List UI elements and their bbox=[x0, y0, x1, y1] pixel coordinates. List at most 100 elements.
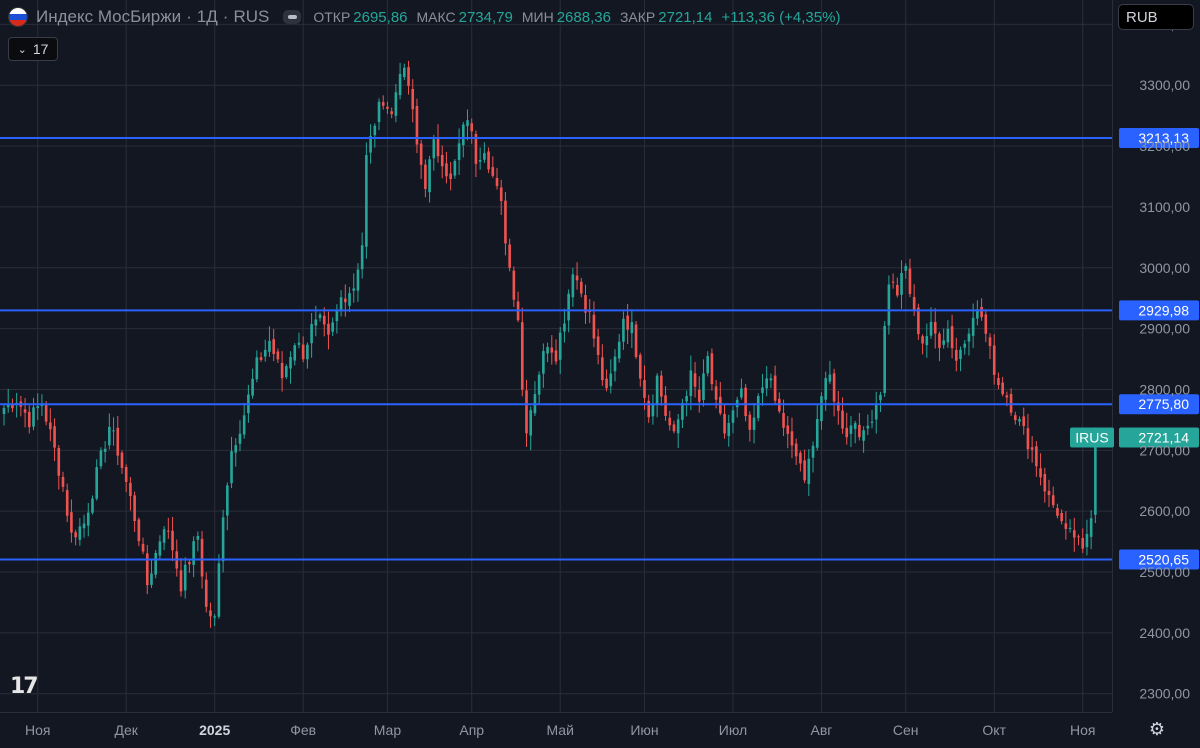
candle-body bbox=[950, 326, 954, 349]
candle-body bbox=[327, 323, 330, 335]
candle-body bbox=[626, 315, 629, 330]
y-tick-label: 2400,00 bbox=[1139, 625, 1190, 641]
interval-label[interactable]: 1Д bbox=[196, 7, 218, 26]
candle bbox=[440, 145, 444, 179]
candle bbox=[1030, 436, 1034, 463]
candle-body bbox=[188, 562, 191, 565]
candle bbox=[828, 360, 832, 385]
candle-body bbox=[453, 160, 457, 176]
candle bbox=[49, 408, 52, 442]
indicators-toggle-button[interactable]: ⌄ 17 bbox=[8, 37, 58, 61]
candle bbox=[896, 277, 899, 298]
level-price-tag[interactable] bbox=[1119, 549, 1199, 570]
open-value: 2695,86 bbox=[353, 8, 408, 26]
candle bbox=[145, 544, 149, 595]
candle-body bbox=[971, 317, 975, 336]
candle-body bbox=[508, 244, 511, 268]
candle bbox=[546, 342, 549, 363]
candle bbox=[268, 326, 271, 357]
y-tick-label: 3200,00 bbox=[1139, 138, 1190, 154]
candle bbox=[335, 304, 339, 334]
time-axis[interactable]: Ноя Дек 2025 Фев Мар Апр Май Июн Июл Авг Сен Окт Ноя bbox=[25, 722, 1095, 738]
candle-body bbox=[466, 120, 469, 127]
candle-body bbox=[1043, 474, 1047, 492]
candle bbox=[950, 314, 954, 359]
x-tick-label: Ноя bbox=[25, 722, 50, 738]
candle-body bbox=[23, 409, 27, 413]
candle-body bbox=[917, 307, 920, 335]
chevron-down-icon: ⌄ bbox=[17, 43, 27, 56]
last-price-tag[interactable] bbox=[1119, 427, 1199, 448]
horizontal-levels[interactable]: 3213,13 2929,98 2775,80 2520,65 IRUS 2721,14 bbox=[0, 128, 1199, 570]
candle bbox=[525, 379, 528, 447]
candle-body bbox=[32, 407, 35, 427]
y-tick-label: 2500,00 bbox=[1139, 564, 1190, 580]
currency-select[interactable]: RUB bbox=[1118, 4, 1194, 30]
candle-body bbox=[474, 133, 478, 164]
level-price-label: 2775,80 bbox=[1138, 396, 1189, 412]
candle bbox=[322, 307, 326, 337]
candle bbox=[803, 449, 806, 484]
candle-body bbox=[487, 151, 490, 170]
candle bbox=[348, 287, 351, 312]
candle-body bbox=[887, 284, 891, 326]
candle bbox=[242, 402, 246, 439]
candle bbox=[263, 339, 267, 362]
candle-body bbox=[992, 345, 996, 375]
level-price-tag[interactable] bbox=[1119, 300, 1199, 321]
candle-body bbox=[86, 512, 90, 526]
candle-body bbox=[664, 395, 667, 416]
candle bbox=[318, 312, 322, 322]
level-price-tag[interactable] bbox=[1119, 394, 1199, 415]
candle bbox=[158, 535, 162, 559]
gear-icon[interactable]: ⚙ bbox=[1148, 718, 1166, 739]
candle bbox=[217, 554, 221, 619]
candle bbox=[483, 142, 486, 163]
candle bbox=[727, 414, 731, 447]
level-price-tag[interactable] bbox=[1119, 128, 1199, 149]
x-tick-label: Окт bbox=[982, 722, 1006, 738]
candle-body bbox=[908, 268, 912, 294]
candle-body bbox=[213, 616, 216, 618]
candle bbox=[959, 346, 962, 372]
candle-body bbox=[786, 425, 790, 434]
candle bbox=[449, 162, 452, 191]
candle-body bbox=[799, 452, 802, 464]
tradingview-logo-icon[interactable]: 17 bbox=[10, 674, 39, 699]
candle bbox=[773, 365, 777, 405]
candle bbox=[162, 526, 166, 551]
candle bbox=[297, 332, 301, 349]
candle-body bbox=[61, 476, 65, 487]
candle-body bbox=[723, 413, 726, 434]
candle-body bbox=[904, 266, 908, 271]
candle-body bbox=[879, 394, 882, 401]
candle bbox=[862, 426, 865, 453]
y-tick-label: 3100,00 bbox=[1139, 199, 1190, 215]
candle-body bbox=[634, 324, 638, 358]
candle bbox=[209, 602, 212, 628]
candle bbox=[285, 364, 288, 380]
candle bbox=[1068, 519, 1072, 533]
x-tick-label: Дек bbox=[114, 722, 138, 738]
candle bbox=[188, 558, 191, 573]
candle-body bbox=[436, 137, 440, 157]
candle-body bbox=[693, 373, 697, 387]
candle bbox=[954, 337, 958, 372]
candle-body bbox=[11, 404, 14, 409]
symbol-title[interactable]: Индекс МосБиржи bbox=[36, 7, 182, 26]
candle bbox=[192, 536, 195, 578]
y-tick-label: 2800,00 bbox=[1139, 381, 1190, 397]
candle bbox=[470, 118, 474, 144]
candle bbox=[575, 262, 579, 290]
candle-body bbox=[954, 349, 958, 361]
x-tick-label: Июл bbox=[719, 722, 747, 738]
candle bbox=[765, 366, 768, 397]
market-status-icon[interactable] bbox=[283, 10, 302, 24]
candle-body bbox=[731, 410, 735, 423]
candle bbox=[579, 277, 583, 298]
symbol-tag[interactable] bbox=[1070, 427, 1114, 448]
candle bbox=[179, 558, 183, 597]
level-price-label: 3213,13 bbox=[1138, 130, 1189, 146]
y-tick-label: 2700,00 bbox=[1139, 442, 1190, 458]
